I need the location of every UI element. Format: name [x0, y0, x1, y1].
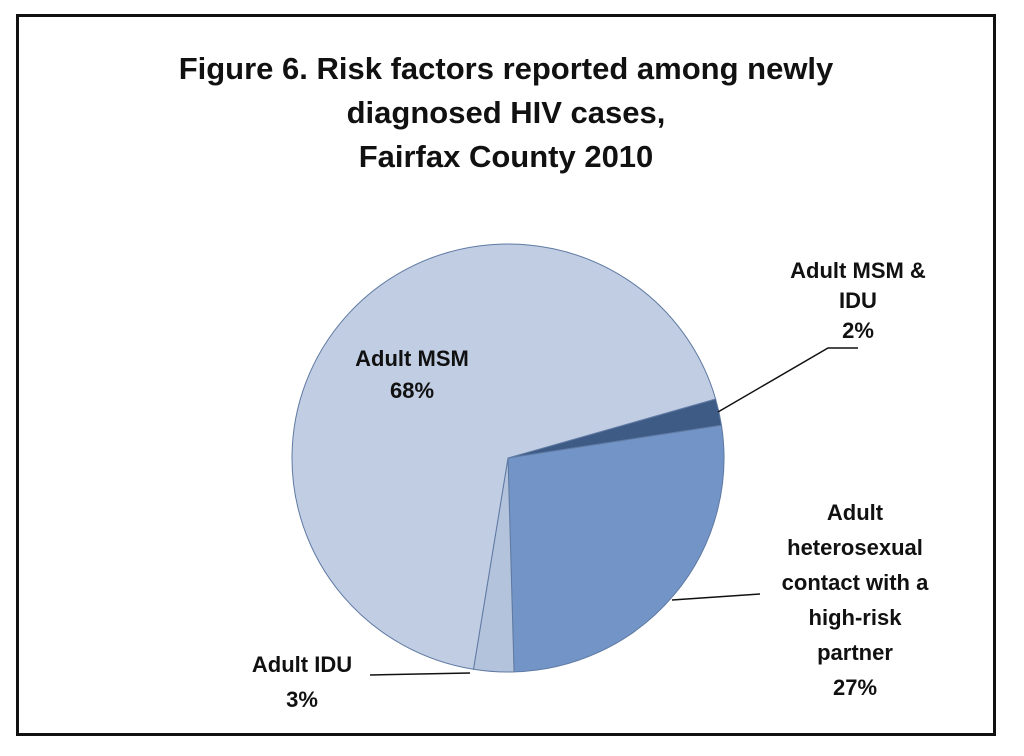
leader-line-0 [717, 347, 858, 413]
slice-label-3: Adult MSM 68% [355, 346, 469, 403]
leader-line-1 [671, 593, 761, 601]
slice-label-line-3-0: Adult MSM [355, 346, 469, 371]
slice-label-1: Adult heterosexual contact with a high-risk… [782, 500, 929, 700]
slice-label-0: Adult MSM & IDU 2% [790, 258, 926, 343]
chart-title: Figure 6. Risk factors reported among ne… [19, 47, 993, 179]
slice-percent-2: 3% [286, 687, 318, 712]
chart-title-line-3: Fairfax County 2010 [358, 139, 654, 174]
slice-label-line-1-0: Adult [827, 500, 884, 525]
slice-label-line-1-3: high-risk [809, 605, 903, 630]
slice-percent-0: 2% [842, 318, 874, 343]
slice-label-2: Adult IDU 3% [252, 652, 352, 712]
chart-title-line-1: Figure 6. Risk factors reported among ne… [178, 51, 834, 86]
pie-slice-3 [291, 243, 717, 670]
slice-label-line-2-0: Adult IDU [252, 652, 352, 677]
slice-percent-1: 27% [833, 675, 877, 700]
slice-label-line-0-1: IDU [839, 288, 877, 313]
pie-slices [291, 243, 725, 673]
slice-percent-3: 68% [390, 378, 434, 403]
slice-label-line-0-0: Adult MSM & [790, 258, 926, 283]
chart-title-line-2: diagnosed HIV cases, [346, 95, 666, 130]
slice-label-line-1-1: heterosexual [787, 535, 923, 560]
slice-label-line-1-4: partner [817, 640, 893, 665]
leader-line-2 [369, 672, 471, 676]
slice-label-line-1-2: contact with a [782, 570, 929, 595]
pie-slice-1 [507, 424, 725, 673]
